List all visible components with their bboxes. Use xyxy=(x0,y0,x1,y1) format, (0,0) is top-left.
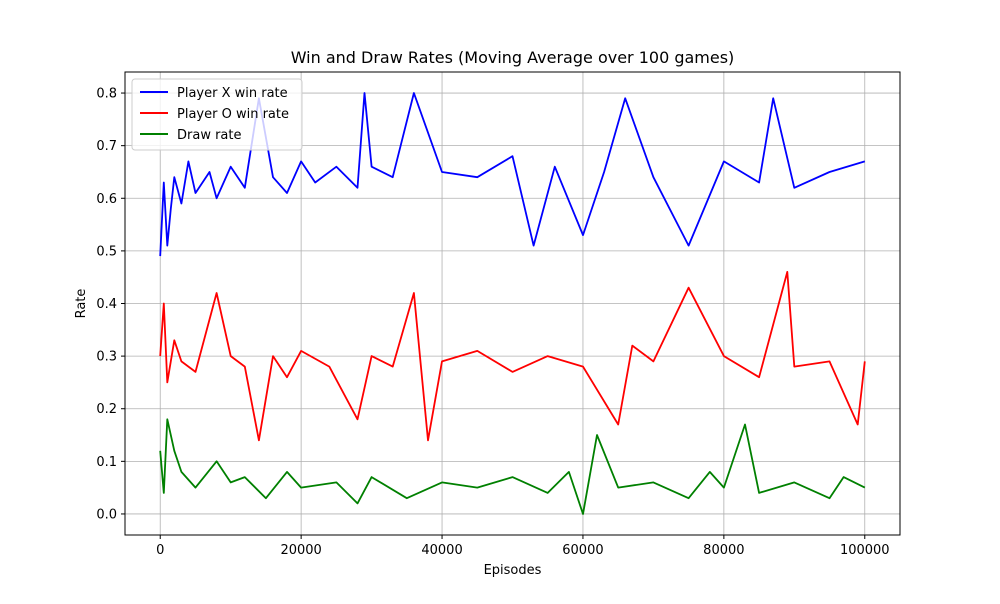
series-line-1 xyxy=(159,92,866,257)
x-tick-label: 60000 xyxy=(562,543,603,558)
series-line-3 xyxy=(159,418,866,515)
x-tick-label: 20000 xyxy=(280,543,321,558)
y-tick-label: 0.7 xyxy=(96,139,117,154)
y-tick-label: 0.8 xyxy=(96,87,117,102)
y-tick-label: 0.1 xyxy=(96,455,117,470)
grid-layer xyxy=(125,72,900,535)
y-tick-label: 0.3 xyxy=(96,350,117,365)
legend-label: Player X win rate xyxy=(177,86,288,101)
y-tick-label: 0.6 xyxy=(96,192,117,207)
y-tick-label: 0.0 xyxy=(96,507,117,522)
y-tick-label: 0.5 xyxy=(96,244,117,259)
legend: Player X win rate Player O win rate Draw r… xyxy=(131,78,303,151)
y-tick-label: 0.4 xyxy=(96,297,117,312)
x-tick-label: 40000 xyxy=(421,543,462,558)
series-layer xyxy=(159,92,866,515)
legend-label: Player O win rate xyxy=(177,107,289,122)
legend-box xyxy=(131,78,303,151)
tick-layer: 0 20000 40000 60000 80000 100000 0.0 0.1 0.2 0.3 0… xyxy=(96,87,889,558)
y-tick-label: 0.2 xyxy=(96,402,117,417)
legend-label: Draw rate xyxy=(177,128,242,143)
x-axis-label: Episodes xyxy=(484,563,542,578)
x-tick-label: 100000 xyxy=(840,543,890,558)
chart-title: Win and Draw Rates (Moving Average over … xyxy=(291,48,735,67)
x-tick-label: 0 xyxy=(156,543,164,558)
y-axis-label: Rate xyxy=(74,289,89,319)
series-line-2 xyxy=(159,270,866,442)
x-tick-label: 80000 xyxy=(703,543,744,558)
